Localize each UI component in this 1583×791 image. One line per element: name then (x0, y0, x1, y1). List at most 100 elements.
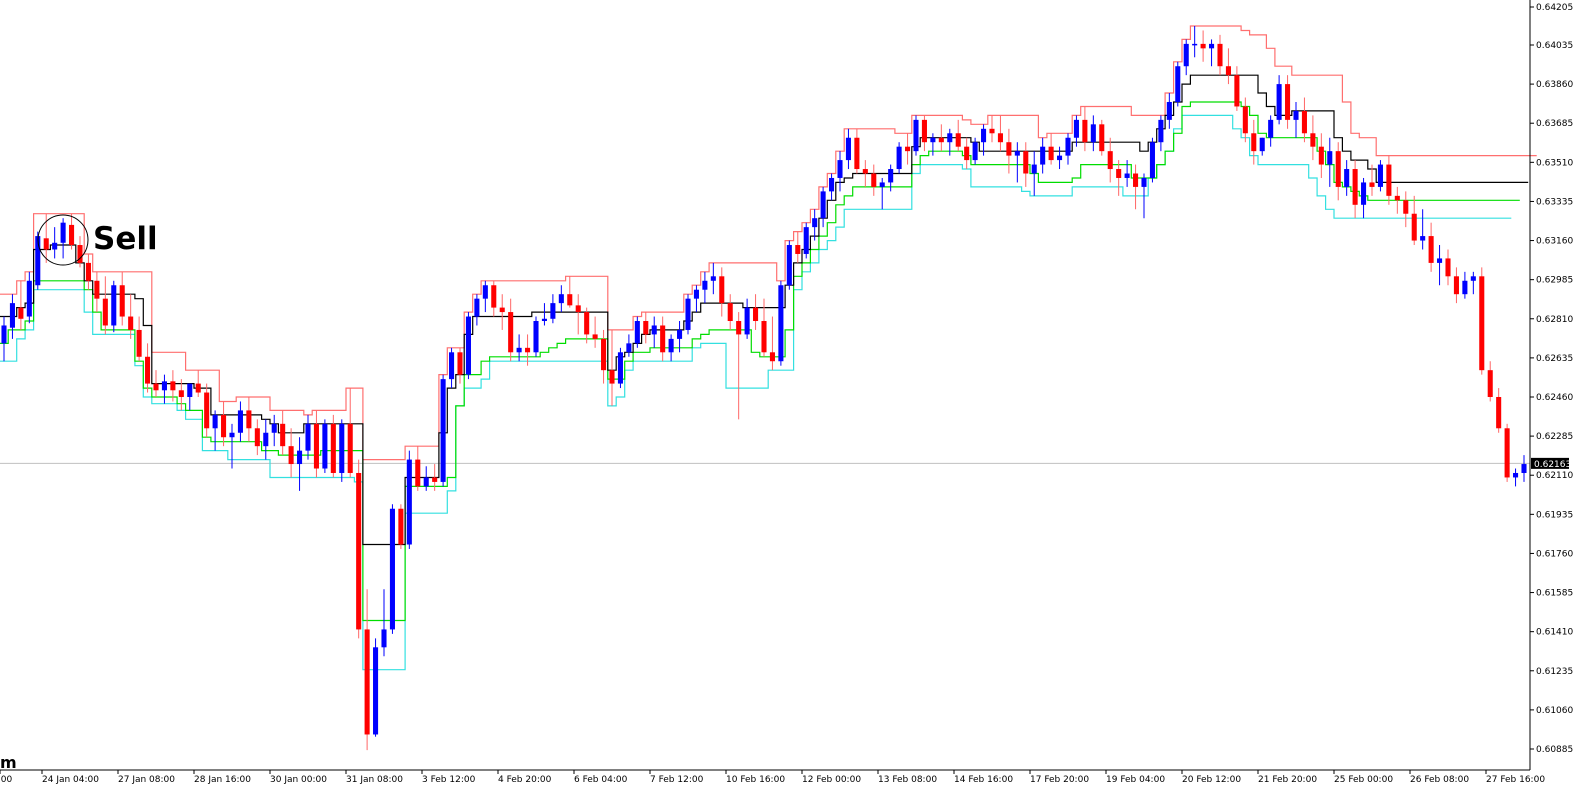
candle (1369, 164, 1375, 196)
candle-body (1386, 164, 1392, 196)
candle (1057, 146, 1063, 170)
candle-body (161, 381, 167, 391)
candle-body (1344, 169, 1350, 187)
price-tick-label: 0.63160 (1536, 237, 1573, 247)
time-tick-label: 0:00 (0, 775, 12, 785)
candle-body (1099, 124, 1105, 152)
candle-body (415, 459, 421, 487)
candle (69, 213, 75, 250)
candle (1116, 160, 1122, 196)
candle (854, 128, 860, 174)
candle-body (1521, 464, 1527, 473)
candle (229, 423, 235, 469)
candle-body (449, 352, 455, 380)
candle-body (829, 177, 835, 192)
candle-body (229, 432, 235, 438)
candle-body (330, 423, 336, 473)
time-tick-label: 4 Feb 20:00 (498, 775, 552, 785)
candle-body (1200, 43, 1206, 49)
candle-body (592, 334, 598, 339)
price-tick-label: 0.63860 (1536, 80, 1573, 90)
price-tick-label: 0.61235 (1536, 667, 1573, 677)
candle-body (356, 472, 362, 630)
candle (1293, 101, 1299, 138)
candle (1133, 164, 1139, 210)
candle-body (769, 352, 775, 362)
candle (567, 276, 573, 308)
candle-body (786, 245, 792, 286)
candle (736, 312, 742, 420)
candle (660, 316, 666, 362)
candle-body (1428, 236, 1434, 263)
candle-body (845, 137, 851, 161)
candle (254, 419, 260, 456)
candle (440, 374, 446, 487)
candle (997, 115, 1003, 152)
candle (525, 334, 531, 366)
candle-body (1133, 173, 1139, 187)
candle (820, 186, 826, 228)
candle (1352, 160, 1358, 219)
candle (837, 151, 843, 192)
candle-body (1, 325, 7, 344)
candle (1318, 133, 1324, 178)
candle-body (1242, 106, 1248, 134)
candle-body (1124, 173, 1130, 178)
candle (1344, 160, 1350, 196)
candle (584, 307, 590, 344)
candle (617, 347, 623, 389)
candle (1310, 115, 1316, 161)
candle (1149, 137, 1155, 183)
candle-body (972, 142, 978, 161)
candle-body (1470, 276, 1476, 281)
time-tick-label: 26 Feb 08:00 (1410, 775, 1469, 785)
candle-body (1183, 43, 1189, 67)
candle (803, 222, 809, 259)
candle-body (347, 423, 353, 473)
candle-body (136, 329, 142, 357)
candle-body (719, 276, 725, 304)
candle (1504, 423, 1510, 482)
candle (609, 329, 615, 406)
candle (415, 446, 421, 491)
candle (1082, 106, 1088, 152)
upper-band-line (0, 25, 1537, 461)
candle-body (1057, 155, 1063, 161)
candle-body (626, 343, 632, 353)
candle-body (862, 169, 868, 174)
candle (204, 383, 210, 438)
time-tick-label: 10 Feb 16:00 (726, 775, 785, 785)
candle-body (1479, 276, 1485, 371)
candle-body (601, 338, 607, 371)
candle (339, 419, 345, 482)
candle-body (364, 629, 370, 735)
candle-body (297, 450, 303, 465)
candle (778, 280, 784, 366)
candle-body (736, 321, 742, 335)
candle-body (550, 303, 556, 319)
candle (1048, 133, 1054, 165)
candle-body (305, 423, 311, 451)
candle-body (263, 432, 269, 447)
candle (1014, 142, 1020, 183)
candle (1496, 388, 1502, 433)
candle (550, 294, 556, 324)
candle (1487, 361, 1493, 402)
candle (347, 388, 353, 478)
candle (212, 410, 218, 451)
candle-body (52, 242, 58, 250)
candle-body (1065, 137, 1071, 156)
price-axis[interactable]: 0.64205 0.64035 0.63860 0.63685 0.63510 0.633… (1529, 0, 1573, 770)
candle (938, 124, 944, 152)
time-axis[interactable]: 0:00 24 Jan 04:00 27 Jan 08:00 28 Jan 16:00… (0, 769, 1545, 785)
candle-body (938, 137, 944, 143)
candle-body (727, 303, 733, 322)
candle-body (913, 119, 919, 152)
candle (60, 218, 66, 259)
candle (753, 294, 759, 330)
time-tick-label: 13 Feb 08:00 (878, 775, 937, 785)
candle-body (1335, 151, 1341, 187)
candle-body (1369, 182, 1375, 187)
candle (634, 316, 640, 348)
